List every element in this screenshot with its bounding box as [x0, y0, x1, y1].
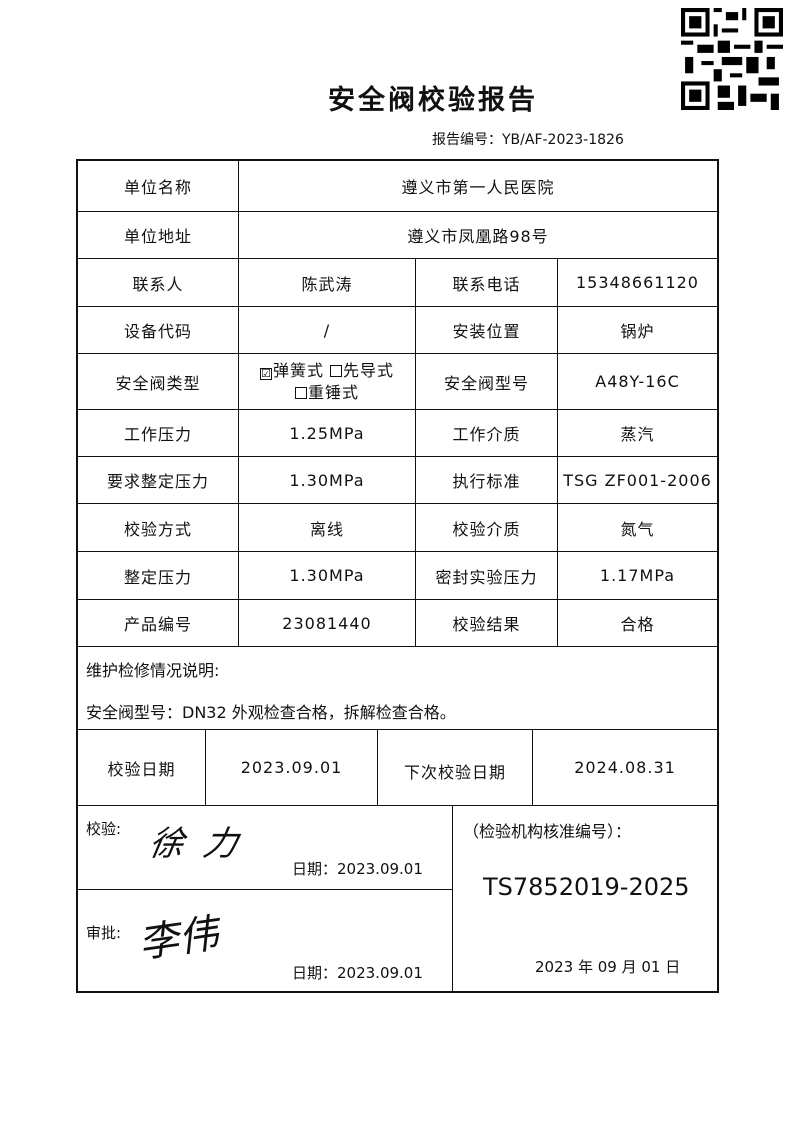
work-pressure-value: 1.25MPa [239, 410, 416, 457]
report-title: 安全阀校验报告 [328, 85, 538, 116]
contact-value: 陈武涛 [239, 259, 416, 307]
remark-section: 维护检修情况说明: 安全阀型号：DN32 外观检查合格，拆解检查合格。 [78, 647, 717, 730]
checkbox-spring[interactable]: ☑弹簧式 [259, 360, 324, 380]
work-pressure-label: 工作压力 [78, 410, 239, 457]
unit-name-label: 单位名称 [78, 161, 239, 212]
unit-address-label: 单位地址 [78, 212, 239, 259]
valve-model-label: 安全阀型号 [416, 354, 558, 410]
checkbox-pilot[interactable]: 先导式 [330, 361, 394, 380]
checker-label: 校验: [86, 820, 122, 838]
remark-text: 安全阀型号：DN32 外观检查合格，拆解检查合格。 [86, 703, 456, 722]
checker-signature: 徐力 [145, 824, 261, 864]
org-date: 2023 年 09 月 01 日 [535, 958, 681, 976]
set-pressure-value: 1.30MPa [239, 552, 416, 600]
seal-pressure-value: 1.17MPa [558, 552, 717, 600]
install-location-label: 安装位置 [416, 307, 558, 354]
check-date-value: 2023.09.01 [206, 730, 378, 806]
approver-signature: 李伟 [135, 910, 222, 968]
org-section: （检验机构核准编号）： TS7852019-2025 2023 年 09 月 0… [453, 806, 717, 993]
org-approval-number: TS7852019-2025 [483, 873, 690, 901]
valve-model-value: A48Y-16C [558, 354, 717, 410]
product-no-value: 23081440 [239, 600, 416, 647]
next-check-date-label: 下次校验日期 [378, 730, 533, 806]
checker-date: 日期：2023.09.01 [292, 860, 423, 878]
check-medium-value: 氮气 [558, 504, 717, 552]
approver-section: 审批: 李伟 日期：2023.09.01 [78, 890, 453, 993]
product-no-label: 产品编号 [78, 600, 239, 647]
seal-pressure-label: 密封实验压力 [416, 552, 558, 600]
install-location-value: 锅炉 [558, 307, 717, 354]
check-method-value: 离线 [239, 504, 416, 552]
approver-date: 日期：2023.09.01 [292, 964, 423, 982]
standard-value: TSG ZF001-2006 [558, 457, 717, 504]
work-medium-label: 工作介质 [416, 410, 558, 457]
report-table: 单位名称 遵义市第一人民医院 单位地址 遵义市凤凰路98号 联系人 陈武涛 联系… [76, 159, 719, 993]
set-pressure-label: 整定压力 [78, 552, 239, 600]
remark-heading: 维护检修情况说明: [86, 661, 220, 680]
valve-type-options: ☑弹簧式 先导式 重锤式 [239, 354, 416, 410]
org-approval-label: （检验机构核准编号）： [463, 822, 632, 841]
valve-type-label: 安全阀类型 [78, 354, 239, 410]
report-number: 报告编号：YB/AF-2023-1826 [432, 132, 624, 148]
approver-label: 审批: [86, 924, 122, 942]
device-code-label: 设备代码 [78, 307, 239, 354]
checkbox-weight[interactable]: 重锤式 [294, 383, 359, 402]
result-label: 校验结果 [416, 600, 558, 647]
phone-label: 联系电话 [416, 259, 558, 307]
device-code-value: / [239, 307, 416, 354]
checker-section: 校验: 徐力 日期：2023.09.01 [78, 806, 453, 890]
standard-label: 执行标准 [416, 457, 558, 504]
work-medium-value: 蒸汽 [558, 410, 717, 457]
required-set-pressure-label: 要求整定压力 [78, 457, 239, 504]
check-method-label: 校验方式 [78, 504, 239, 552]
check-date-label: 校验日期 [78, 730, 206, 806]
result-value: 合格 [558, 600, 717, 647]
unit-name-value: 遵义市第一人民医院 [239, 161, 717, 212]
required-set-pressure-value: 1.30MPa [239, 457, 416, 504]
qr-code [681, 8, 783, 110]
check-medium-label: 校验介质 [416, 504, 558, 552]
contact-label: 联系人 [78, 259, 239, 307]
next-check-date-value: 2024.08.31 [533, 730, 717, 806]
phone-value: 15348661120 [558, 259, 717, 307]
unit-address-value: 遵义市凤凰路98号 [239, 212, 717, 259]
